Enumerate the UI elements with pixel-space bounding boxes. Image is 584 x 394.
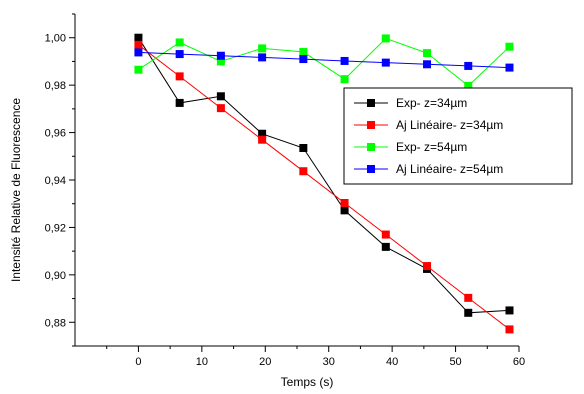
legend-label: Aj Linéaire- z=54µm [396,162,503,176]
data-point [216,92,225,101]
data-point [258,44,267,53]
data-point [175,50,184,59]
y-tick-label: 0,98 [45,80,66,92]
legend-label: Aj Linéaire- z=34µm [396,118,503,132]
data-point [299,47,308,56]
data-point [505,42,514,51]
data-point [175,72,184,81]
series-3 [134,34,514,90]
data-point [381,242,390,251]
x-tick-label: 40 [386,356,398,368]
data-point [258,135,267,144]
y-tick-label: 0,92 [45,222,66,234]
y-tick-label: 0,96 [45,128,66,140]
y-tick-label: 0,94 [45,175,66,187]
legend-label: Exp- z=34µm [396,96,467,110]
data-point [423,49,432,58]
data-point [464,293,473,302]
x-axis-label: Temps (s) [281,375,334,389]
data-point [381,230,390,239]
y-axis: 0,88 0,90 0,92 0,94 0,96 0,98 1,00 [45,13,75,347]
series-line [138,44,510,330]
legend-box [343,87,573,185]
data-point [258,129,267,138]
data-point [381,34,390,43]
data-point [299,55,308,64]
legend-item: Exp- z=54µm [354,140,467,154]
data-point [505,306,514,315]
legend-item: Aj Linéaire- z=34µm [354,118,503,132]
legend-marker [367,143,375,151]
series-4 [134,48,514,72]
data-point [175,98,184,107]
series-line [138,51,510,69]
legend-label: Exp- z=54µm [396,140,467,154]
x-tick-label: 60 [513,356,525,368]
series-2 [134,40,514,334]
legend-marker [367,121,375,129]
x-tick-label: 20 [259,356,271,368]
data-point [505,63,514,72]
data-point [134,65,143,74]
data-point [299,143,308,152]
series-line [137,37,510,314]
data-point [381,58,390,67]
series-line [138,37,510,87]
data-point [258,53,267,62]
x-tick-label: 10 [196,356,208,368]
y-tick-label: 0,90 [45,270,66,282]
legend-items: Exp- z=34µm Aj Linéaire- z=34µm Exp- z=54µ… [354,96,503,176]
y-axis-label: Intensité Relative de Fluorescence [9,98,23,282]
x-tick-label: 30 [323,356,335,368]
data-point [423,262,432,271]
y-tick-label: 0,88 [45,317,66,329]
data-point [340,75,349,84]
series-layer [134,33,514,334]
data-point [464,61,473,70]
data-point [464,308,473,317]
data-point [299,167,308,176]
legend-marker [367,165,375,173]
x-axis: 0 10 20 30 40 50 60 [106,346,525,368]
data-point [340,56,349,65]
data-point [216,57,225,66]
x-tick-label: 50 [449,356,461,368]
y-tick-label: 1,00 [45,33,66,45]
data-point [216,104,225,113]
legend-item: Exp- z=34µm [354,96,467,110]
legend-item: Aj Linéaire- z=54µm [354,162,503,176]
data-point [464,81,473,90]
data-point [134,48,143,57]
data-point [340,199,349,208]
legend-marker [367,99,375,107]
data-point [423,60,432,69]
data-point [175,38,184,47]
data-point [134,40,143,49]
x-tick-label: 0 [135,356,141,368]
data-point [505,325,514,334]
data-point [134,33,143,42]
legend: Exp- z=34µm Aj Linéaire- z=34µm Exp- z=54µ… [343,87,573,185]
data-point [216,51,225,60]
data-point [340,206,349,215]
